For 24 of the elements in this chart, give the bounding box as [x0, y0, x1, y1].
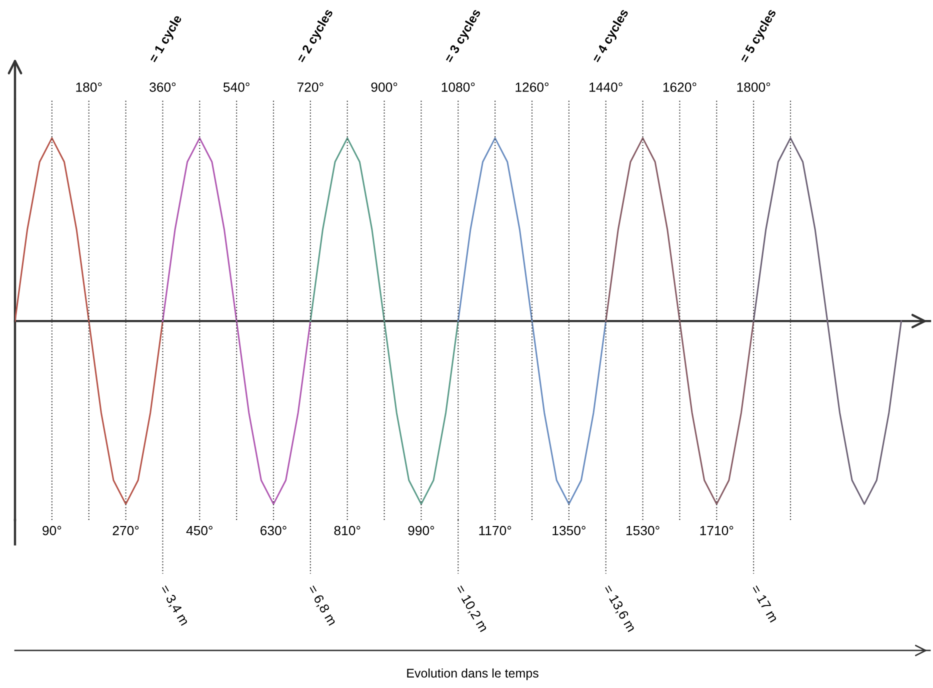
- x-tick-label: 1530°: [626, 526, 660, 536]
- x-tick-label: 1170°: [479, 526, 512, 536]
- x-tick-label: 270°: [112, 526, 139, 536]
- x-tick-label: 1350°: [552, 526, 586, 536]
- x2-tick-label: 1260°: [516, 82, 549, 92]
- x-tick-label: 630°: [260, 526, 286, 536]
- x-tick-label: 1710°: [700, 526, 734, 536]
- x2-tick-label: 1800°: [737, 82, 770, 92]
- x2-tick-label: 540°: [223, 82, 250, 92]
- x2-tick-label: 720°: [297, 82, 324, 92]
- x-tick-label: 90°: [42, 526, 62, 536]
- x2-tick-label: 360°: [150, 82, 176, 92]
- x-tick-label: 450°: [186, 526, 212, 536]
- text: = 3,4 m: [158, 584, 190, 627]
- text: = 17 m: [750, 584, 778, 623]
- x2-tick-label: 1620°: [663, 82, 696, 92]
- x2-tick-label: 180°: [76, 82, 102, 92]
- x2-tick-label: 1080°: [442, 82, 475, 92]
- x2-tick-label: 900°: [371, 82, 398, 92]
- x-tick-label: 810°: [334, 526, 360, 536]
- text: = 6,8 m: [306, 584, 338, 627]
- x-tick-label: 990°: [408, 526, 434, 536]
- x2-tick-label: 1440°: [590, 82, 622, 92]
- text: Evolution dans le temps: [407, 668, 538, 680]
